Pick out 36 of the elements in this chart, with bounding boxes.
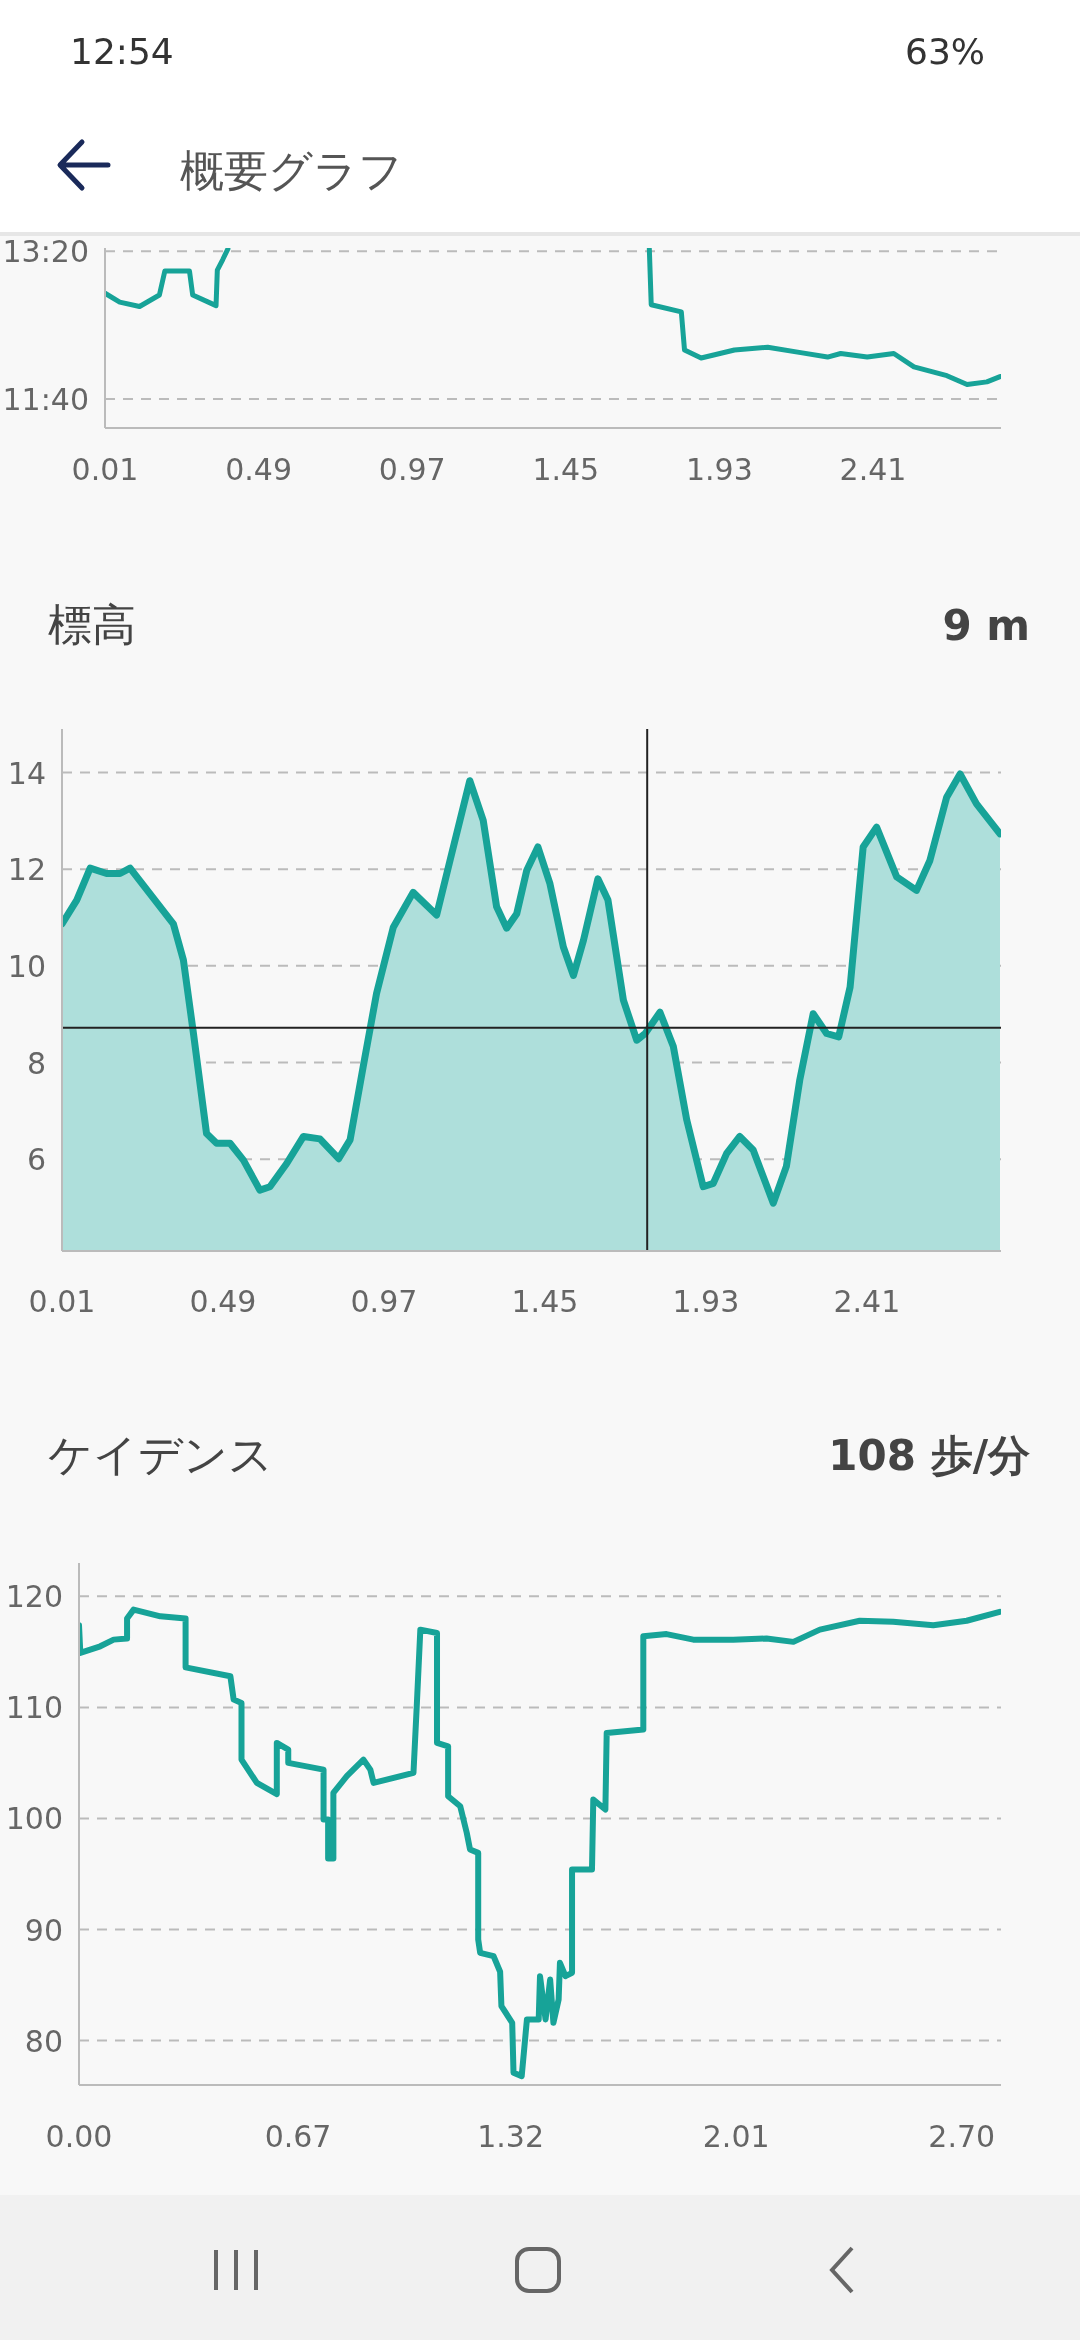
x-tick-label: 0.67 — [264, 2119, 332, 2154]
text: 9 m — [942, 601, 1030, 650]
y-tick-label: 100 — [5, 1801, 63, 1837]
x-tick-label: 1.93 — [686, 452, 753, 487]
y-tick-label: 11:40 — [2, 382, 89, 417]
x-tick-label: 0.01 — [28, 1284, 96, 1319]
x-tick-label: 1.32 — [477, 2119, 544, 2154]
x-tick-label: 2.01 — [702, 2119, 770, 2154]
text: 概要グラフ — [180, 145, 403, 196]
x-tick-label: 1.45 — [511, 1284, 579, 1319]
x-tick-label: 2.41 — [839, 452, 907, 487]
y-tick-label: 120 — [5, 1579, 63, 1615]
text: 12:54 — [70, 31, 174, 72]
y-tick-label: 90 — [24, 1912, 63, 1948]
x-tick-label: 0.00 — [45, 2119, 113, 2154]
text: 108 歩/分 — [828, 1431, 1030, 1480]
x-tick-label: 0.97 — [378, 452, 446, 487]
y-tick-label: 8 — [26, 1045, 46, 1081]
y-tick-label: 10 — [7, 948, 46, 984]
chart-title: 標高 — [48, 599, 136, 650]
y-tick-label: 80 — [24, 2023, 63, 2059]
y-tick-label: 12 — [7, 852, 46, 888]
y-tick-label: 110 — [5, 1690, 63, 1726]
x-tick-label: 0.01 — [71, 452, 139, 487]
text: 63% — [904, 31, 985, 72]
x-tick-label: 0.97 — [350, 1284, 418, 1319]
y-tick-label: 13:20 — [2, 234, 89, 270]
y-tick-label: 14 — [7, 755, 46, 791]
x-tick-label: 2.41 — [833, 1284, 901, 1319]
x-tick-label: 2.70 — [928, 2119, 996, 2154]
x-tick-label: 0.49 — [225, 452, 292, 487]
x-tick-label: 1.45 — [532, 452, 600, 487]
x-tick-label: 0.49 — [189, 1284, 257, 1319]
y-tick-label: 6 — [26, 1142, 46, 1178]
chart-title: ケイデンス — [48, 1429, 273, 1480]
x-tick-label: 1.93 — [672, 1284, 740, 1319]
